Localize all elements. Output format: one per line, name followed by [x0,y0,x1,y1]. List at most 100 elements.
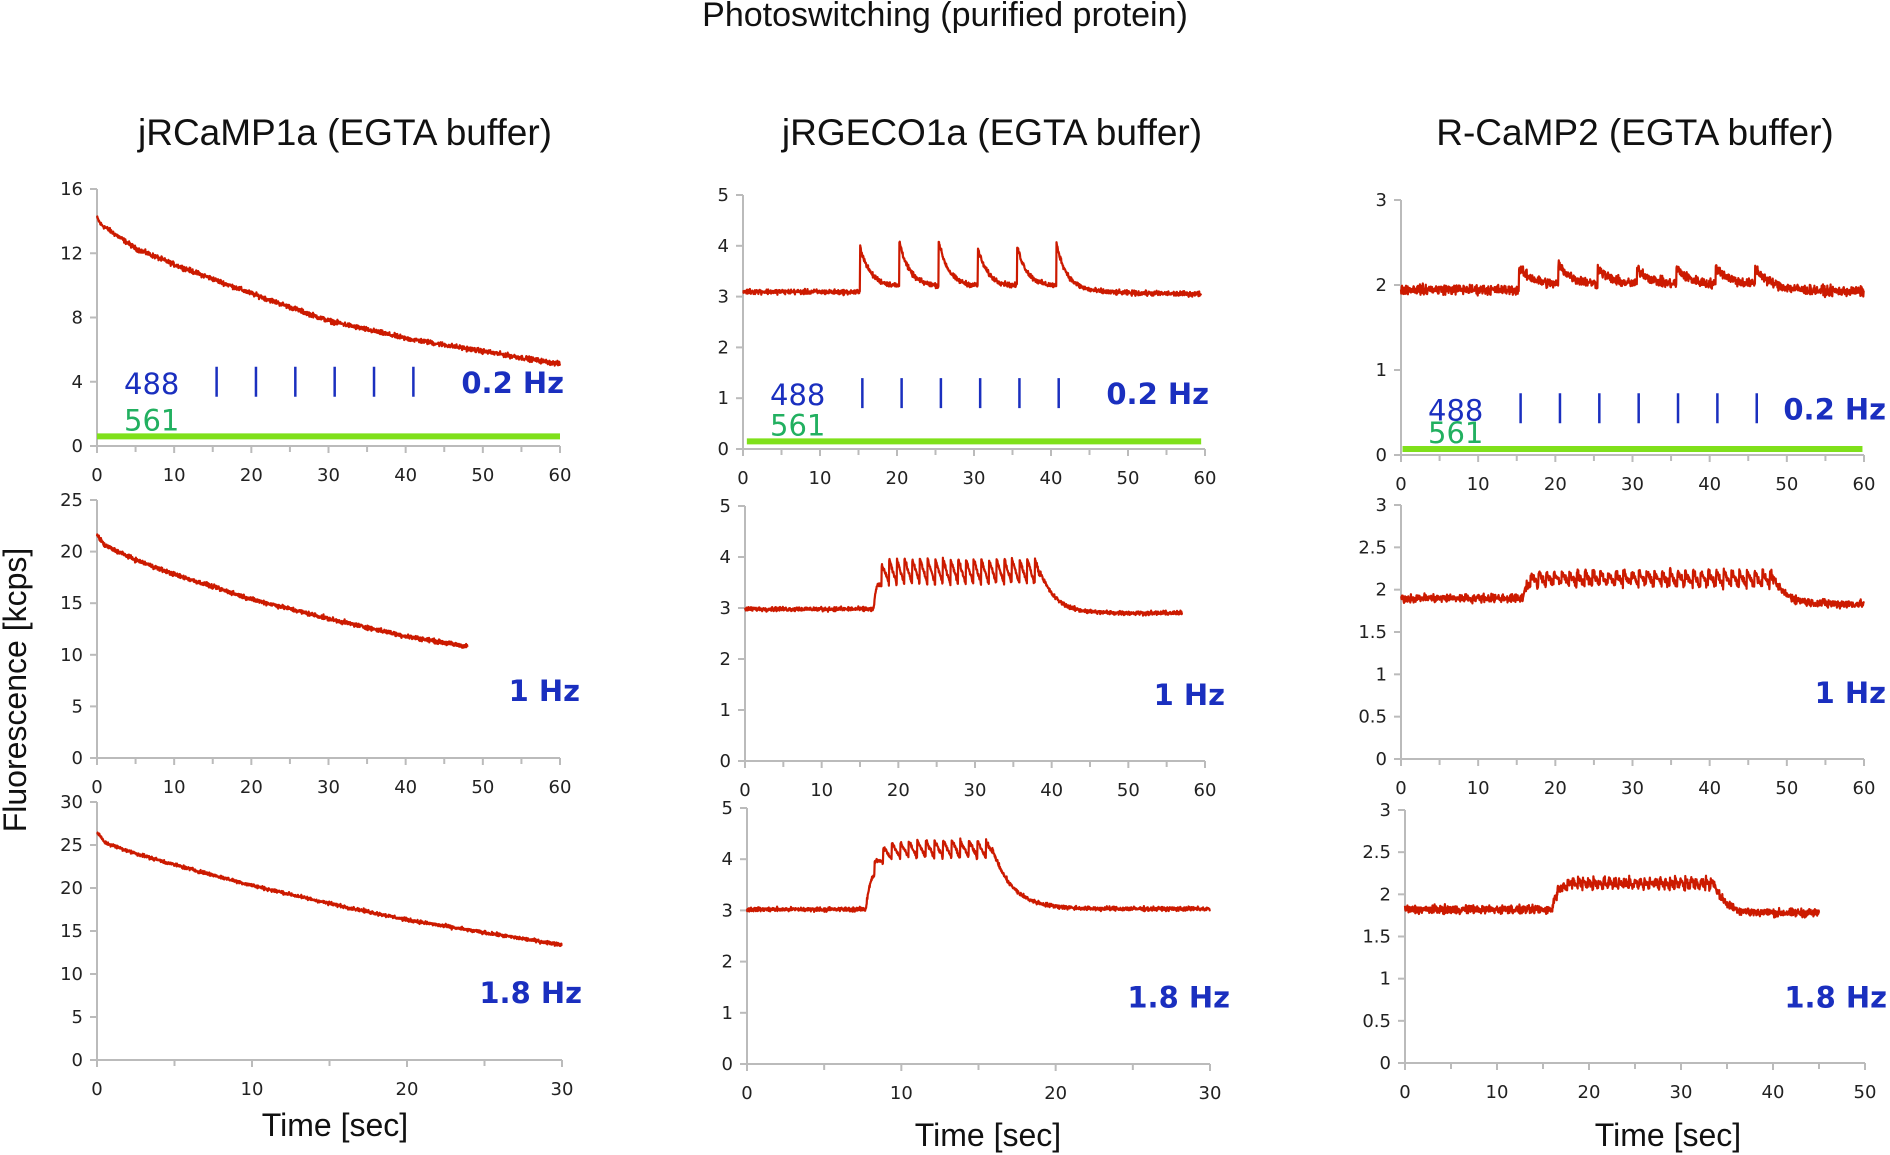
y-tick-label: 2.5 [1362,842,1391,863]
fluorescence-trace [742,240,1203,298]
x-tick-label: 50 [471,777,494,798]
y-tick-label: 0 [72,1050,83,1071]
frequency-label: 1.8 Hz [479,976,582,1010]
x-tick-label: 20 [240,465,263,486]
x-tick-label: 20 [887,780,910,801]
frequency-label: 1 Hz [509,674,580,708]
x-tick-label: 50 [1854,1082,1877,1103]
x-tick-label: 10 [809,468,832,489]
y-tick-label: 1.5 [1358,622,1387,643]
x-tick-label: 20 [1544,778,1567,799]
x-tick-label: 60 [1194,468,1217,489]
frequency-label: 1.8 Hz [1784,980,1887,1014]
x-tick-label: 0 [1395,778,1406,799]
x-tick-label: 0 [91,1079,102,1100]
y-tick-label: 25 [60,490,83,511]
x-tick-label: 40 [394,777,417,798]
x-tick-label: 10 [1486,1082,1509,1103]
y-tick-label: 2.5 [1358,537,1387,558]
frequency-label: 0.2 Hz [1783,392,1886,426]
y-tick-label: 1 [1376,664,1387,685]
x-tick-label: 30 [1621,778,1644,799]
x-tick-label: 40 [1040,468,1063,489]
y-tick-label: 3 [1376,495,1387,516]
x-tick-label: 10 [163,465,186,486]
frequency-label: 1 Hz [1154,678,1225,712]
y-tick-label: 20 [60,542,83,563]
fluorescence-trace [96,831,563,948]
y-tick-label: 15 [60,593,83,614]
fluorescence-trace [1399,259,1865,299]
column-title-jrgeco1a: jRGECO1a (EGTA buffer) [781,112,1202,153]
x-tick-label: 10 [163,777,186,798]
y-tick-label: 3 [1380,800,1391,821]
y-tick-label: 15 [60,921,83,942]
x-tick-label: 30 [963,468,986,489]
x-tick-label: 20 [886,468,909,489]
x-tick-label: 30 [317,777,340,798]
x-tick-label: 0 [91,465,102,486]
y-tick-label: 0 [720,751,731,772]
x-tick-label: 50 [1775,778,1798,799]
x-tick-label: 40 [1762,1082,1785,1103]
column-title-rcamp2: R-CaMP2 (EGTA buffer) [1436,112,1834,153]
x-axis-label-col1: Time [sec] [262,1107,408,1143]
x-tick-label: 30 [1670,1082,1693,1103]
x-tick-label: 30 [551,1079,574,1100]
x-tick-label: 60 [549,777,572,798]
x-tick-label: 30 [317,465,340,486]
fluorescence-trace [743,556,1184,617]
x-tick-label: 0 [739,780,750,801]
figure-title: Photoswitching (purified protein) [702,0,1188,34]
fluorescence-trace [1403,874,1821,919]
y-tick-label: 5 [720,496,731,517]
x-tick-label: 0 [1399,1082,1410,1103]
laser-488-label: 488 [124,367,179,401]
x-tick-label: 60 [1853,474,1876,495]
x-tick-label: 0 [737,468,748,489]
y-tick-label: 1 [718,388,729,409]
fluorescence-trace [95,533,469,649]
x-tick-label: 40 [394,465,417,486]
y-tick-label: 30 [60,792,83,813]
y-tick-label: 20 [60,878,83,899]
y-tick-label: 10 [60,645,83,666]
x-tick-label: 60 [1853,778,1876,799]
y-tick-label: 0 [1380,1053,1391,1074]
y-tick-label: 0.5 [1362,1011,1391,1032]
x-tick-label: 40 [1698,474,1721,495]
y-tick-label: 4 [72,372,83,393]
x-tick-label: 50 [471,465,494,486]
y-tick-label: 3 [722,900,733,921]
y-tick-label: 0 [722,1054,733,1075]
x-tick-label: 20 [1578,1082,1601,1103]
panel-jrcamp1a-1hz: 0 5 10 15 20 25 0 10 20 30 40 50 60 1 Hz [60,490,580,798]
y-tick-label: 0 [1376,749,1387,770]
fluorescence-trace [95,215,562,367]
x-axis-label-col2: Time [sec] [915,1117,1061,1153]
y-tick-label: 0 [72,748,83,769]
y-axis-label: Fluorescence [kcps] [0,548,33,833]
y-tick-label: 3 [720,598,731,619]
panel-rcamp2-1.8hz: 00.511.522.530 10 20 30 40 501.8 Hz [1362,800,1887,1103]
x-tick-label: 50 [1117,780,1140,801]
y-tick-label: 1 [722,1003,733,1024]
y-tick-label: 12 [60,243,83,264]
x-tick-label: 0 [741,1083,752,1104]
y-tick-label: 2 [1376,275,1387,296]
x-tick-label: 10 [890,1083,913,1104]
x-tick-label: 60 [549,465,572,486]
x-tick-label: 30 [964,780,987,801]
y-tick-label: 0 [72,436,83,457]
y-tick-label: 2 [1380,884,1391,905]
laser-561-label: 561 [124,403,179,437]
y-tick-label: 1.5 [1362,927,1391,948]
x-tick-label: 30 [1621,474,1644,495]
y-tick-label: 0.5 [1358,707,1387,728]
x-tick-label: 20 [1044,1083,1067,1104]
laser-561-label: 561 [1428,416,1483,450]
y-tick-label: 3 [1376,190,1387,211]
laser-488-label: 488 [770,378,825,412]
